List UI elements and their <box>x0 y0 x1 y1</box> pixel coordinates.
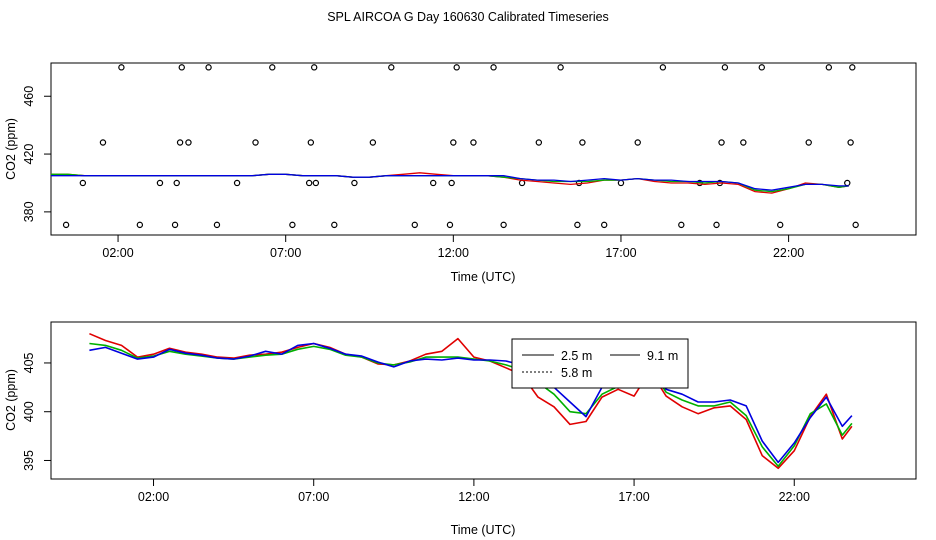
calibration-point <box>136 221 144 229</box>
bottom-y-tick-label: 400 <box>22 401 36 422</box>
calibration-point <box>446 221 454 229</box>
bottom-panel-timeseries: 02:00 07:00 12:00 17:00 22:00 395 400 405 Time… <box>4 321 917 537</box>
calibration-point <box>470 139 477 146</box>
calibration-point <box>453 64 460 71</box>
calibration-point <box>825 64 833 71</box>
bottom-series-line-2-5-m <box>89 332 853 470</box>
calibration-point <box>557 64 564 71</box>
bottom-y-axis-label: CO2 (ppm) <box>4 369 18 431</box>
calibration-point <box>252 139 259 146</box>
calibration-point <box>600 221 608 229</box>
legend-box <box>511 338 689 389</box>
calibration-point <box>305 179 313 187</box>
calibration-point <box>233 179 241 187</box>
calibration-point <box>721 64 729 71</box>
top-calibration-points <box>62 64 859 229</box>
calibration-point <box>450 139 457 146</box>
calibration-point <box>490 64 497 71</box>
calibration-point <box>118 64 125 71</box>
legend: 2.5 m 9.1 m 5.8 m <box>511 338 689 389</box>
calibration-point <box>500 221 507 229</box>
calibration-point <box>713 221 720 229</box>
calibration-point <box>178 64 185 71</box>
bottom-y-tick-label: 405 <box>22 352 36 373</box>
calibration-point <box>805 139 812 146</box>
calibration-point <box>579 139 586 146</box>
calibration-point <box>312 179 320 187</box>
top-plot-frame <box>50 62 917 236</box>
top-x-axis: 02:00 07:00 12:00 17:00 22:00 <box>102 235 804 260</box>
top-series-lines <box>51 172 849 194</box>
top-y-tick-label: 380 <box>22 201 36 222</box>
top-x-tick-label: 12:00 <box>438 246 469 260</box>
top-x-tick-label: 22:00 <box>773 246 804 260</box>
chart-title: SPL AIRCOA G Day 160630 Calibrated Times… <box>327 10 609 24</box>
calibration-point <box>634 139 641 146</box>
calibration-point <box>777 221 784 229</box>
calibration-point <box>307 139 315 146</box>
top-y-tick-label: 420 <box>22 144 36 165</box>
bottom-y-tick-label: 395 <box>22 450 36 471</box>
legend-label-5-8m: 5.8 m <box>561 366 592 380</box>
calibration-point <box>369 139 377 146</box>
calibration-point <box>351 179 358 187</box>
calibration-point <box>430 179 437 187</box>
bottom-x-axis-label: Time (UTC) <box>451 523 516 537</box>
bottom-x-tick-label: 12:00 <box>458 490 489 504</box>
calibration-point <box>79 179 87 187</box>
calibration-point <box>849 64 856 71</box>
top-x-tick-label: 17:00 <box>605 246 636 260</box>
calibration-point <box>171 221 179 229</box>
bottom-series-line-9-1-m <box>89 342 853 464</box>
calibration-point <box>518 179 526 187</box>
legend-label-9-1m: 9.1 m <box>647 349 678 363</box>
top-y-axis: 380 420 460 <box>22 86 51 222</box>
calibration-point <box>852 221 859 229</box>
top-panel-calibrated: 02:00 07:00 12:00 17:00 22:00 380 420 460 Time… <box>4 62 917 284</box>
calibration-point <box>213 221 221 229</box>
bottom-x-tick-label: 17:00 <box>618 490 649 504</box>
calibration-point <box>535 139 543 146</box>
calibration-point <box>758 64 765 71</box>
calibration-point <box>411 221 418 229</box>
calibration-point <box>173 179 180 187</box>
bottom-x-tick-label: 22:00 <box>779 490 810 504</box>
calibration-point <box>388 64 395 71</box>
calibration-point <box>99 139 107 146</box>
top-y-tick-label: 460 <box>22 86 36 107</box>
bottom-series-line-5-8-m <box>89 342 853 468</box>
bottom-x-tick-label: 07:00 <box>298 490 329 504</box>
bottom-series-lines <box>89 332 853 470</box>
calibration-point <box>718 139 725 146</box>
calibration-point <box>331 221 338 229</box>
legend-label-2-5m: 2.5 m <box>561 349 592 363</box>
calibration-point <box>62 221 70 229</box>
top-series-line-9-1-m <box>51 173 849 191</box>
calibration-point <box>844 179 851 187</box>
bottom-plot-frame <box>50 321 917 480</box>
calibration-point <box>176 139 184 146</box>
calibration-point <box>269 64 276 71</box>
calibration-point <box>310 64 318 71</box>
calibration-point <box>740 139 747 146</box>
calibration-point <box>574 221 581 229</box>
top-y-axis-label: CO2 (ppm) <box>4 118 18 180</box>
calibration-point <box>678 221 685 229</box>
calibration-point <box>185 139 192 146</box>
calibration-point <box>156 179 164 187</box>
bottom-x-axis: 02:00 07:00 12:00 17:00 22:00 <box>138 479 810 504</box>
top-x-tick-label: 02:00 <box>102 246 133 260</box>
calibration-point <box>448 179 455 187</box>
calibration-point <box>205 64 212 71</box>
bottom-y-axis: 395 400 405 <box>22 352 51 471</box>
calibration-point <box>617 179 625 187</box>
top-x-tick-label: 07:00 <box>270 246 301 260</box>
calibration-point <box>289 221 296 229</box>
calibration-point <box>659 64 667 71</box>
calibration-point <box>847 139 854 146</box>
top-series-line-5-8-m <box>51 173 849 193</box>
bottom-x-tick-label: 02:00 <box>138 490 169 504</box>
top-x-axis-label: Time (UTC) <box>451 270 516 284</box>
